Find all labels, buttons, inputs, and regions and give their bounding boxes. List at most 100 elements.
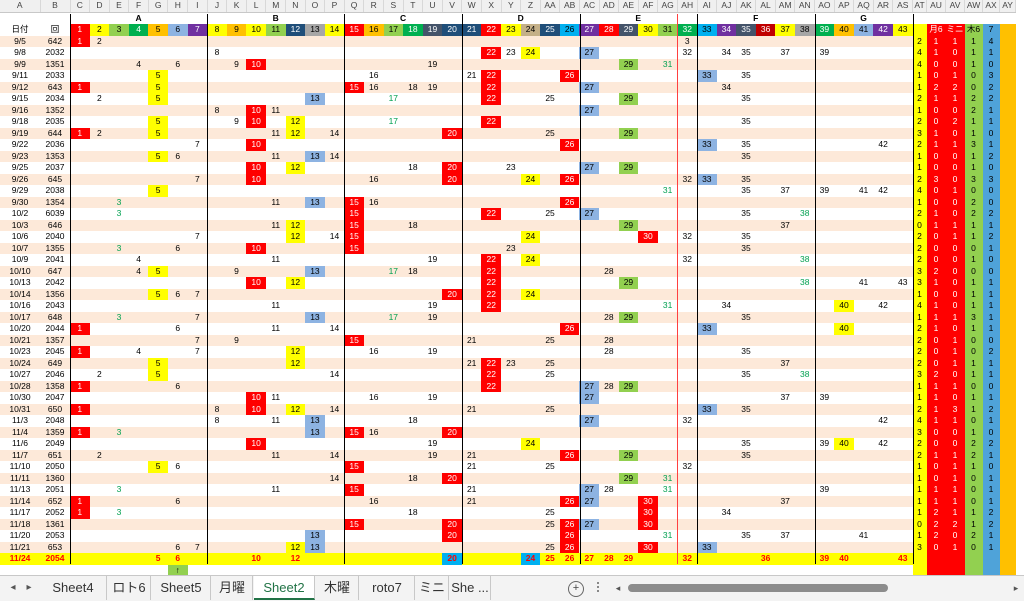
number-cell[interactable] xyxy=(70,288,90,300)
number-cell[interactable] xyxy=(481,495,502,507)
number-header-cell[interactable]: 20 xyxy=(442,24,462,36)
number-cell[interactable] xyxy=(853,334,874,346)
number-cell[interactable] xyxy=(403,231,423,243)
number-cell[interactable] xyxy=(207,127,227,139)
number-cell[interactable]: 10 xyxy=(246,104,266,116)
number-cell[interactable] xyxy=(461,242,482,254)
number-cell[interactable] xyxy=(89,150,110,162)
number-cell[interactable] xyxy=(364,438,384,450)
number-cell[interactable] xyxy=(619,208,639,220)
number-cell[interactable] xyxy=(520,150,541,162)
number-cell[interactable] xyxy=(736,265,756,277)
number-cell[interactable] xyxy=(305,242,325,254)
number-cell[interactable]: 15 xyxy=(344,426,364,438)
number-cell[interactable] xyxy=(442,461,462,473)
number-cell[interactable]: 23 xyxy=(501,242,521,254)
number-cell[interactable] xyxy=(481,392,501,404)
number-cell[interactable] xyxy=(892,357,913,369)
data-row[interactable]: 9/18 2035 5 9 10 12 17 22 35 2 0 2 1 1 xyxy=(0,116,1016,128)
number-cell[interactable] xyxy=(559,288,580,300)
number-header-cell[interactable]: 27 xyxy=(579,24,600,36)
number-cell[interactable]: 20 xyxy=(442,127,462,139)
number-cell[interactable] xyxy=(344,288,364,300)
number-cell[interactable]: 11 xyxy=(265,196,286,208)
number-cell[interactable] xyxy=(873,127,893,139)
number-cell[interactable]: 7 xyxy=(194,139,200,150)
number-cell[interactable]: 28 xyxy=(599,553,619,565)
number-cell[interactable] xyxy=(481,58,502,70)
number-cell[interactable] xyxy=(540,196,560,208)
number-cell[interactable]: 21 xyxy=(461,357,482,369)
number-cell[interactable]: 11 xyxy=(271,323,281,334)
number-cell[interactable]: 7 xyxy=(187,541,208,553)
number-cell[interactable]: 32 xyxy=(677,553,697,565)
number-cell[interactable] xyxy=(638,173,658,185)
column-letter[interactable]: G xyxy=(148,0,169,13)
number-cell[interactable] xyxy=(638,449,658,461)
number-cell[interactable] xyxy=(461,553,482,565)
column-letter[interactable]: AV xyxy=(945,0,966,13)
number-cell[interactable] xyxy=(207,173,227,185)
number-cell[interactable]: 31 xyxy=(662,530,673,541)
number-cell[interactable] xyxy=(344,58,364,70)
number-cell[interactable]: 30 xyxy=(638,541,658,553)
number-cell[interactable] xyxy=(873,484,893,496)
column-letter[interactable]: AE xyxy=(618,0,639,13)
number-cell[interactable] xyxy=(422,380,443,392)
number-cell[interactable] xyxy=(403,173,423,185)
number-cell[interactable] xyxy=(324,265,345,277)
number-cell[interactable] xyxy=(168,93,188,105)
data-row[interactable]: 9/16 1352 8 10 11 27 1 0 0 2 1 xyxy=(0,104,1016,116)
number-cell[interactable] xyxy=(324,219,345,231)
number-cell[interactable] xyxy=(129,93,149,105)
number-cell[interactable] xyxy=(70,438,90,450)
number-cell[interactable] xyxy=(423,93,443,105)
number-cell[interactable] xyxy=(540,277,560,289)
sheet-tab[interactable]: roto7 xyxy=(360,576,415,600)
number-cell[interactable] xyxy=(697,553,717,565)
number-cell[interactable] xyxy=(717,185,737,197)
number-cell[interactable] xyxy=(834,484,854,496)
number-cell[interactable] xyxy=(717,277,737,289)
number-cell[interactable] xyxy=(226,196,247,208)
number-cell[interactable] xyxy=(716,173,737,185)
number-cell[interactable] xyxy=(403,553,423,565)
number-cell[interactable] xyxy=(168,530,188,542)
number-cell[interactable] xyxy=(677,265,697,277)
number-cell[interactable] xyxy=(285,288,306,300)
number-cell[interactable] xyxy=(559,472,580,484)
number-cell[interactable] xyxy=(599,208,619,220)
number-cell[interactable] xyxy=(854,461,874,473)
column-letter[interactable]: K xyxy=(226,0,247,13)
number-cell[interactable] xyxy=(226,518,247,530)
number-cell[interactable] xyxy=(560,346,580,358)
number-cell[interactable] xyxy=(834,357,854,369)
number-cell[interactable] xyxy=(246,70,266,82)
number-cell[interactable] xyxy=(814,472,835,484)
number-cell[interactable]: 1 xyxy=(70,323,90,335)
number-cell[interactable] xyxy=(795,300,815,312)
data-row[interactable]: 10/30 2047 10 11 16 19 27 37 39 1 1 0 1 1 xyxy=(0,392,1016,404)
number-cell[interactable] xyxy=(324,196,345,208)
number-cell[interactable] xyxy=(814,196,835,208)
number-cell[interactable] xyxy=(363,265,384,277)
number-cell[interactable] xyxy=(187,449,208,461)
number-cell[interactable] xyxy=(775,242,795,254)
number-cell[interactable]: 21 xyxy=(461,495,482,507)
number-cell[interactable] xyxy=(540,254,560,266)
number-cell[interactable] xyxy=(70,530,90,542)
number-cell[interactable]: 21 xyxy=(466,484,477,495)
number-cell[interactable] xyxy=(795,507,815,519)
number-cell[interactable] xyxy=(148,403,168,415)
number-cell[interactable] xyxy=(717,323,737,335)
number-cell[interactable] xyxy=(579,357,600,369)
number-cell[interactable] xyxy=(775,426,795,438)
number-cell[interactable]: 28 xyxy=(604,346,614,357)
number-cell[interactable] xyxy=(403,70,423,82)
number-cell[interactable] xyxy=(854,484,874,496)
number-cell[interactable] xyxy=(403,58,423,70)
number-cell[interactable]: 25 xyxy=(540,553,560,565)
number-cell[interactable] xyxy=(246,93,266,105)
number-cell[interactable]: 33 xyxy=(697,541,717,553)
number-cell[interactable]: 14 xyxy=(324,472,345,484)
